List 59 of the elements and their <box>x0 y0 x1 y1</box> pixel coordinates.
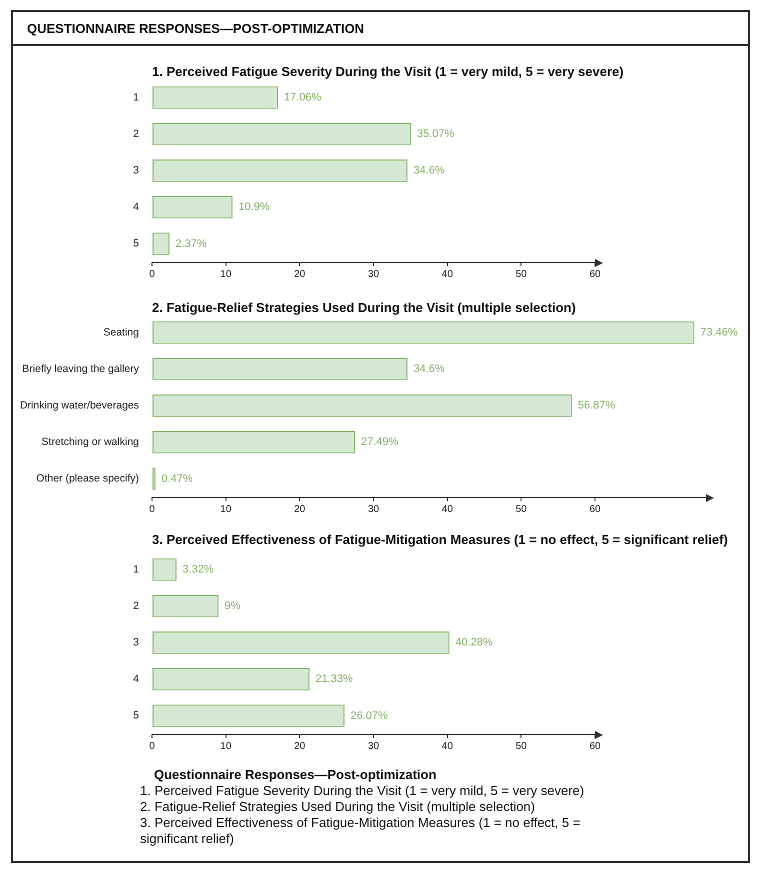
x-tick-label: 30 <box>368 268 380 280</box>
x-tick-label: 0 <box>149 268 156 280</box>
x-tick-label: 50 <box>516 504 528 515</box>
x-tick-label: 40 <box>442 740 454 752</box>
y-tick-label: 2 <box>133 128 140 140</box>
data-label: 10.9% <box>238 201 270 214</box>
text: 2. Fatigue-Relief Strategies Used During the Visit (multiple selection) <box>140 799 536 815</box>
y-tick-label: 4 <box>133 673 140 686</box>
y-tick-label: Seating <box>103 326 140 338</box>
x-tick-label: 30 <box>368 740 380 752</box>
y-tick-label: 4 <box>133 201 140 214</box>
x-tick-label: 0 <box>149 504 156 515</box>
y-tick-label: Stretching or walking <box>42 436 140 448</box>
data-label: 34.6% <box>413 164 445 177</box>
x-tick-label: 20 <box>294 740 306 752</box>
x-tick-label: 40 <box>442 504 454 515</box>
data-label: 56.87% <box>578 400 616 412</box>
data-label: 9% <box>224 600 241 612</box>
x-tick-label: 0 <box>149 740 156 752</box>
y-tick-label: Other (please specify) <box>36 472 139 485</box>
data-label: 35.07% <box>416 128 454 140</box>
y-tick-label: 1 <box>133 563 140 576</box>
x-tick-label: 20 <box>294 504 306 515</box>
data-label: 3.32% <box>182 564 214 576</box>
y-tick-label: 5 <box>133 710 140 722</box>
text: Questionnaire Responses—Post-optimization <box>153 767 438 783</box>
x-tick-label: 50 <box>516 268 528 280</box>
x-tick-label: 30 <box>368 504 380 515</box>
data-label: 17.06% <box>284 92 322 104</box>
data-label: 26.07% <box>350 710 388 722</box>
x-tick-label: 60 <box>589 268 601 280</box>
x-tick-label: 40 <box>442 268 454 280</box>
y-tick-label: 3 <box>133 164 140 177</box>
y-tick-label: Briefly leaving the gallery <box>22 363 140 375</box>
text: 3. Perceived Effectiveness of Fatigue-Mitigation Measures (1 = no effect, 5 = significant relief) <box>140 815 582 847</box>
x-tick-label: 10 <box>220 504 232 515</box>
data-label: 0.47% <box>161 472 193 485</box>
data-label: 34.6% <box>413 363 445 376</box>
data-label: 2.37% <box>176 238 207 250</box>
chart-title: 3. Perceived Effectiveness of Fatigue-Mitigation Measures (1 = no effect, 5 = significant relief) <box>152 532 728 547</box>
chart-title: 2. Fatigue-Relief Strategies Used During the Visit (multiple selection) <box>152 300 576 315</box>
data-label: 27.49% <box>360 436 398 448</box>
y-tick-label: 5 <box>133 238 140 250</box>
chart-title: 1. Perceived Fatigue Severity During the Visit (1 = very mild, 5 = very severe) <box>152 64 624 79</box>
x-tick-label: 20 <box>294 268 306 280</box>
data-label: 40.28% <box>455 636 493 649</box>
x-tick-label: 10 <box>220 740 232 752</box>
x-tick-label: 10 <box>220 268 232 280</box>
text: 1. Perceived Fatigue Severity During the Visit (1 = very mild, 5 = very severe) <box>140 783 586 799</box>
x-tick-label: 60 <box>589 504 601 515</box>
data-label: 73.46% <box>700 326 738 339</box>
y-tick-label: 2 <box>133 600 140 612</box>
text: QUESTIONNAIRE RESPONSES—POST-OPTIMIZATION <box>13 12 748 46</box>
data-label: 21.33% <box>315 673 354 686</box>
y-tick-label: 1 <box>133 91 140 104</box>
x-tick-label: 50 <box>516 740 528 752</box>
y-tick-label: Drinking water/beverages <box>20 400 139 412</box>
y-tick-label: 3 <box>133 636 140 649</box>
x-tick-label: 60 <box>589 740 601 752</box>
